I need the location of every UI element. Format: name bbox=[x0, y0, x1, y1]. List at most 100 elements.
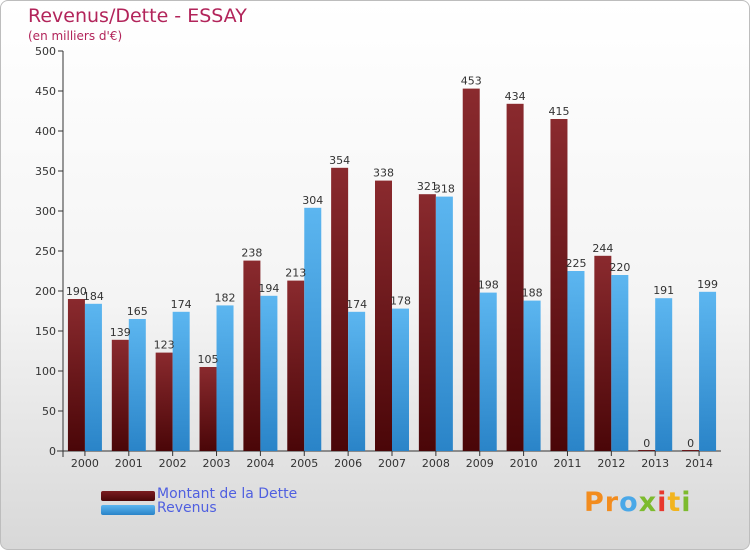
logo-letter: t bbox=[667, 487, 682, 518]
x-tick-label: 2011 bbox=[553, 457, 581, 470]
data-label: 174 bbox=[171, 298, 192, 311]
proxiti-logo: Proxiti bbox=[584, 487, 692, 518]
bar-dette bbox=[155, 352, 173, 451]
legend-label-dette: Montant de la Dette bbox=[157, 486, 298, 502]
bar-revenus bbox=[348, 311, 366, 451]
bar-revenus bbox=[84, 303, 102, 451]
y-tick-label: 200 bbox=[35, 285, 56, 298]
x-tick-label: 2007 bbox=[378, 457, 406, 470]
bar-revenus bbox=[611, 275, 629, 451]
bar-dette bbox=[506, 103, 524, 452]
data-label: 182 bbox=[215, 291, 236, 304]
x-tick-label: 2001 bbox=[115, 457, 143, 470]
data-label: 188 bbox=[522, 287, 543, 300]
bar-revenus bbox=[128, 319, 146, 451]
y-tick-label: 400 bbox=[35, 125, 56, 138]
bar-dette bbox=[111, 339, 129, 451]
data-label: 338 bbox=[373, 167, 394, 180]
data-label: 354 bbox=[329, 154, 350, 167]
data-label: 165 bbox=[127, 305, 148, 318]
data-label: 225 bbox=[565, 257, 586, 270]
bar-revenus bbox=[260, 295, 278, 451]
bar-revenus bbox=[523, 300, 541, 451]
legend-swatch-revenus bbox=[101, 505, 155, 515]
bar-revenus bbox=[655, 298, 673, 451]
data-label: 184 bbox=[83, 290, 104, 303]
logo-letter: o bbox=[619, 487, 639, 518]
y-tick-label: 300 bbox=[35, 205, 56, 218]
x-tick-label: 2004 bbox=[246, 457, 274, 470]
data-label: 198 bbox=[478, 279, 499, 292]
data-labels: 190 139 123 105 238 213 354 338 321 453 434 415 244 0… bbox=[66, 75, 718, 450]
logo-letter: P bbox=[584, 487, 605, 518]
bar-dette bbox=[67, 299, 85, 451]
data-label: 321 bbox=[417, 180, 438, 193]
y-tick-label: 0 bbox=[49, 445, 56, 458]
data-label: 453 bbox=[461, 75, 482, 88]
bar-dette bbox=[550, 119, 568, 451]
data-label: 434 bbox=[505, 90, 526, 103]
data-label: 0 bbox=[643, 437, 650, 450]
data-label: 199 bbox=[697, 278, 718, 291]
bars bbox=[67, 88, 717, 452]
bar-dette bbox=[375, 180, 392, 451]
x-tick-label: 2014 bbox=[685, 457, 713, 470]
data-label: 0 bbox=[687, 437, 694, 450]
data-label: 220 bbox=[609, 261, 630, 274]
data-label: 190 bbox=[66, 285, 87, 298]
bar-dette bbox=[462, 88, 480, 451]
data-label: 178 bbox=[390, 295, 411, 308]
bar-revenus bbox=[567, 271, 585, 451]
bar-revenus bbox=[172, 311, 190, 451]
legend-label-revenus: Revenus bbox=[157, 500, 217, 516]
x-tick-label: 2008 bbox=[422, 457, 450, 470]
y-tick-label: 500 bbox=[35, 45, 56, 58]
bar-dette bbox=[287, 280, 305, 451]
x-tick-label: 2009 bbox=[466, 457, 494, 470]
data-label: 415 bbox=[548, 105, 569, 118]
data-label: 174 bbox=[346, 298, 367, 311]
bar-dette bbox=[418, 194, 436, 451]
data-label: 123 bbox=[154, 339, 175, 352]
logo-letter: x bbox=[638, 487, 658, 518]
data-label: 139 bbox=[110, 326, 131, 339]
bar-revenus bbox=[435, 196, 453, 451]
bar-dette bbox=[243, 260, 261, 451]
chart-title: Revenus/Dette - ESSAY bbox=[28, 5, 247, 27]
y-tick-label: 100 bbox=[35, 365, 56, 378]
legend-swatch-dette bbox=[101, 491, 155, 501]
logo-letter: i bbox=[681, 487, 692, 518]
y-tick-label: 450 bbox=[35, 85, 56, 98]
bar-revenus bbox=[479, 292, 497, 451]
chart-subtitle: (en milliers d'€) bbox=[28, 29, 123, 43]
logo-letter: r bbox=[604, 487, 620, 518]
bar-revenus bbox=[699, 291, 717, 451]
bar-dette bbox=[331, 167, 349, 452]
bar-dette bbox=[594, 255, 612, 451]
x-tick-label: 2012 bbox=[597, 457, 625, 470]
bar-revenus bbox=[216, 305, 234, 451]
bar-revenus bbox=[304, 207, 322, 451]
bar-dette bbox=[682, 450, 700, 451]
bar-dette bbox=[638, 450, 656, 451]
data-label: 191 bbox=[653, 284, 674, 297]
x-tick-label: 2002 bbox=[159, 457, 187, 470]
data-label: 304 bbox=[302, 194, 323, 207]
x-tick-label: 2000 bbox=[71, 457, 99, 470]
logo-letter: i bbox=[657, 487, 668, 518]
data-label: 244 bbox=[592, 242, 613, 255]
y-tick-label: 250 bbox=[35, 245, 56, 258]
bar-dette bbox=[199, 367, 217, 451]
data-label: 194 bbox=[258, 282, 279, 295]
y-tick-label: 150 bbox=[35, 325, 56, 338]
x-tick-label: 2013 bbox=[641, 457, 669, 470]
data-label: 213 bbox=[285, 267, 306, 280]
y-tick-label: 50 bbox=[42, 405, 56, 418]
x-tick-label: 2006 bbox=[334, 457, 362, 470]
data-label: 105 bbox=[198, 353, 219, 366]
x-tick-label: 2005 bbox=[290, 457, 318, 470]
bar-revenus bbox=[392, 308, 409, 451]
data-label: 238 bbox=[241, 247, 262, 260]
